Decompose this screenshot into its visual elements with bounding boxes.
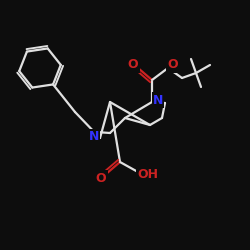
Text: N: N xyxy=(153,94,163,106)
Text: OH: OH xyxy=(138,168,158,181)
Text: O: O xyxy=(168,58,178,71)
Text: N: N xyxy=(89,130,99,143)
Text: O: O xyxy=(128,58,138,71)
Text: O: O xyxy=(96,172,106,184)
